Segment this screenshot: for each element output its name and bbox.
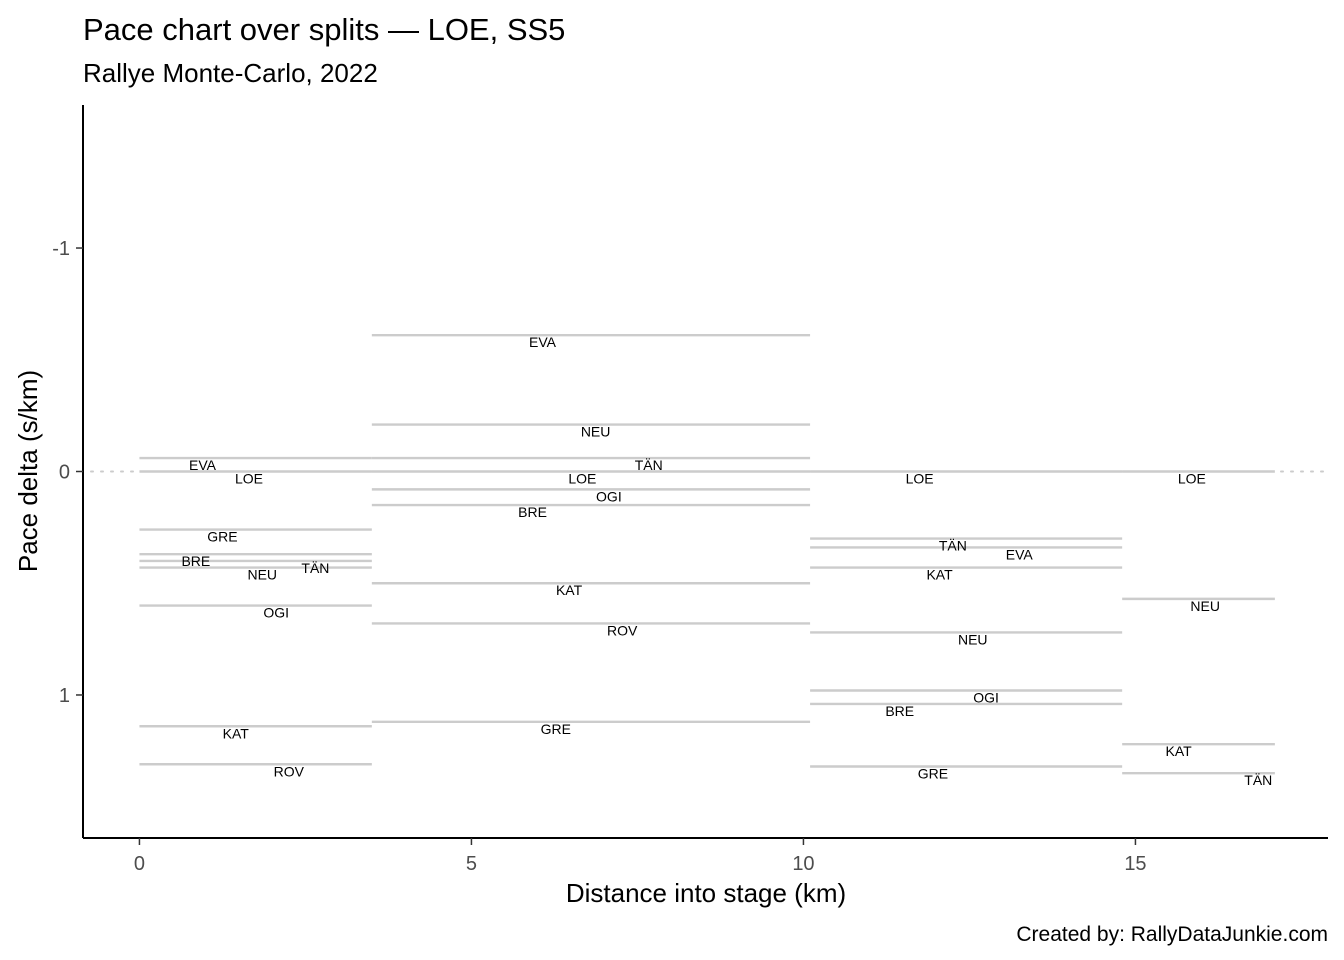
x-tick-label: 0 <box>134 853 145 875</box>
segment-label-rov-split1: ROV <box>274 763 305 779</box>
segment-label-tän-split4: TÄN <box>1244 772 1272 788</box>
segment-label-loe-split3: LOE <box>906 471 934 487</box>
segment-label-neu-split4: NEU <box>1190 598 1220 614</box>
segment-label-bre-split3: BRE <box>885 703 914 719</box>
segment-label-eva-split1: EVA <box>189 457 217 473</box>
y-tick-label: -1 <box>52 238 70 260</box>
segment-label-gre-split3: GRE <box>918 765 948 781</box>
segment-label-eva-split2: EVA <box>529 334 557 350</box>
x-tick-label: 15 <box>1124 853 1146 875</box>
segment-label-neu-split3: NEU <box>958 631 988 647</box>
y-tick-label: 1 <box>59 685 70 707</box>
segment-label-loe-split4: LOE <box>1178 471 1206 487</box>
segment-label-ogi-split3: OGI <box>973 690 999 706</box>
segment-label-rov-split2: ROV <box>607 622 638 638</box>
segment-label-kat-split1: KAT <box>223 725 250 741</box>
segment-label-kat-split3: KAT <box>926 567 953 583</box>
segment-label-gre-split2: GRE <box>541 721 571 737</box>
segments-group <box>139 333 1275 775</box>
chart-subtitle: Rallye Monte-Carlo, 2022 <box>83 58 378 88</box>
x-tick-label: 10 <box>792 853 814 875</box>
segment-label-bre-split1: BRE <box>181 553 210 569</box>
segment-label-tän-split2: TÄN <box>635 457 663 473</box>
segment-label-gre-split1: GRE <box>207 529 237 545</box>
chart-title: Pace chart over splits — LOE, SS5 <box>83 12 565 47</box>
segment-label-ogi-split2: OGI <box>596 488 622 504</box>
segment-label-kat-split4: KAT <box>1165 743 1192 759</box>
segment-label-tän-split1: TÄN <box>301 560 329 576</box>
x-axis-title: Distance into stage (km) <box>566 878 846 908</box>
y-axis-title: Pace delta (s/km) <box>13 370 43 572</box>
segment-label-eva-split3: EVA <box>1006 546 1034 562</box>
x-axis-ticks: 0 5 10 15 <box>134 838 1147 875</box>
segment-label-kat-split2: KAT <box>556 582 583 598</box>
segment-label-ogi-split1: OGI <box>263 605 289 621</box>
x-tick-label: 5 <box>466 853 477 875</box>
y-axis-ticks: -1 0 1 <box>52 238 83 707</box>
segment-label-neu-split1: NEU <box>247 567 277 583</box>
segment-label-tän-split3: TÄN <box>939 538 967 554</box>
chart-caption: Created by: RallyDataJunkie.com <box>1016 923 1328 946</box>
segment-label-bre-split2: BRE <box>518 504 547 520</box>
segment-label-loe-split1: LOE <box>235 471 263 487</box>
segment-label-loe-split2: LOE <box>568 471 596 487</box>
segment-label-neu-split2: NEU <box>581 424 611 440</box>
y-tick-label: 0 <box>59 462 70 484</box>
